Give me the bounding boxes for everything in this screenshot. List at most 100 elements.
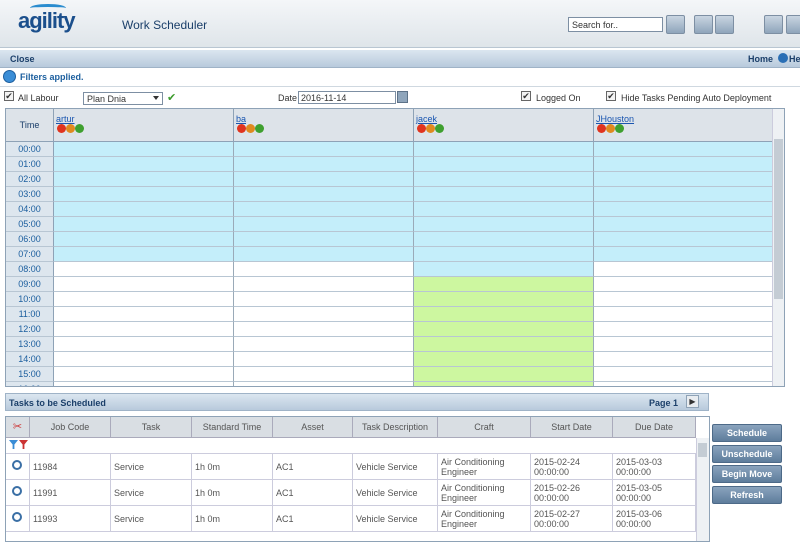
slot-cell[interactable] (594, 187, 774, 202)
slot-cell[interactable] (594, 217, 774, 232)
column-header[interactable]: Job Code (30, 417, 111, 438)
action-button[interactable]: Begin Move (712, 465, 782, 484)
slot-cell[interactable] (54, 217, 234, 232)
slot-cell[interactable] (54, 187, 234, 202)
column-header[interactable]: Due Date (613, 417, 696, 438)
view-icon[interactable] (12, 486, 22, 496)
slot-cell[interactable] (234, 367, 414, 382)
slot-cell[interactable] (414, 322, 594, 337)
logged-on-checkbox[interactable]: ✔ (521, 91, 531, 101)
slot-cell[interactable] (234, 382, 414, 386)
search-box[interactable]: Search for.. (568, 17, 663, 32)
slot-cell[interactable] (594, 352, 774, 367)
column-header[interactable]: Task (111, 417, 192, 438)
slot-cell[interactable] (234, 187, 414, 202)
slot-cell[interactable] (54, 277, 234, 292)
search-button[interactable] (666, 15, 685, 34)
slot-cell[interactable] (594, 202, 774, 217)
slot-cell[interactable] (414, 367, 594, 382)
slot-cell[interactable] (594, 307, 774, 322)
slot-cell[interactable] (54, 172, 234, 187)
slot-cell[interactable] (414, 187, 594, 202)
slot-cell[interactable] (414, 232, 594, 247)
slot-cell[interactable] (234, 262, 414, 277)
help-link[interactable]: He (789, 54, 800, 64)
view-icon-cell[interactable] (6, 506, 30, 532)
slot-cell[interactable] (594, 142, 774, 157)
close-link[interactable]: Close (10, 54, 35, 64)
action-button[interactable]: Unschedule (712, 444, 782, 463)
slot-cell[interactable] (414, 157, 594, 172)
slot-cell[interactable] (594, 172, 774, 187)
slot-cell[interactable] (414, 292, 594, 307)
date-input[interactable]: 2016-11-14 (298, 91, 396, 104)
action-button[interactable]: Schedule (712, 424, 782, 442)
slot-cell[interactable] (414, 307, 594, 322)
grid-scroll-thumb[interactable] (774, 139, 783, 299)
user-link[interactable]: artur (56, 114, 75, 124)
user-link[interactable]: ba (236, 114, 247, 124)
calendar-button[interactable] (397, 91, 408, 103)
view-icon[interactable] (12, 460, 22, 470)
slot-cell[interactable] (234, 307, 414, 322)
slot-cell[interactable] (414, 217, 594, 232)
next-page-button[interactable]: ▶ (686, 395, 699, 408)
help-button[interactable] (764, 15, 783, 34)
column-header[interactable]: Start Date (531, 417, 613, 438)
slot-cell[interactable] (234, 172, 414, 187)
slot-cell[interactable] (54, 352, 234, 367)
slot-cell[interactable] (414, 262, 594, 277)
slot-cell[interactable] (234, 337, 414, 352)
slot-cell[interactable] (594, 292, 774, 307)
table-scrollbar[interactable] (696, 438, 709, 541)
user-link[interactable]: jacek (416, 114, 438, 124)
slot-cell[interactable] (594, 337, 774, 352)
slot-cell[interactable] (414, 352, 594, 367)
slot-cell[interactable] (54, 307, 234, 322)
slot-cell[interactable] (234, 142, 414, 157)
slot-cell[interactable] (594, 262, 774, 277)
slot-cell[interactable] (594, 277, 774, 292)
slot-cell[interactable] (234, 217, 414, 232)
slot-cell[interactable] (234, 247, 414, 262)
slot-cell[interactable] (594, 232, 774, 247)
slot-cell[interactable] (234, 352, 414, 367)
slot-cell[interactable] (594, 322, 774, 337)
slot-cell[interactable] (54, 367, 234, 382)
user-link[interactable]: JHouston (596, 114, 635, 124)
slot-cell[interactable] (414, 142, 594, 157)
filter-icon[interactable] (9, 440, 18, 449)
slot-cell[interactable] (54, 202, 234, 217)
column-header[interactable]: Craft (438, 417, 531, 438)
slot-cell[interactable] (234, 202, 414, 217)
slot-cell[interactable] (234, 292, 414, 307)
home-link[interactable]: Home (748, 54, 774, 64)
slot-cell[interactable] (594, 367, 774, 382)
slot-cell[interactable] (414, 172, 594, 187)
slot-cell[interactable] (234, 157, 414, 172)
action-button[interactable]: Refresh (712, 486, 782, 505)
plan-select[interactable]: Plan Dnia (83, 92, 163, 105)
slot-cell[interactable] (54, 157, 234, 172)
slot-cell[interactable] (54, 262, 234, 277)
slot-cell[interactable] (234, 322, 414, 337)
column-header[interactable]: Task Description (353, 417, 438, 438)
slot-cell[interactable] (414, 337, 594, 352)
slot-cell[interactable] (234, 277, 414, 292)
info-button[interactable] (786, 15, 800, 34)
slot-cell[interactable] (594, 382, 774, 386)
slot-cell[interactable] (414, 382, 594, 386)
slot-cell[interactable] (54, 292, 234, 307)
slot-cell[interactable] (594, 157, 774, 172)
slot-cell[interactable] (54, 382, 234, 386)
slot-cell[interactable] (234, 232, 414, 247)
view-icon[interactable] (12, 512, 22, 522)
all-labour-checkbox[interactable]: ✔ (4, 91, 14, 101)
rss-button[interactable] (694, 15, 713, 34)
slot-cell[interactable] (54, 232, 234, 247)
column-header[interactable]: Asset (273, 417, 353, 438)
view-icon-cell[interactable] (6, 454, 30, 480)
slot-cell[interactable] (414, 202, 594, 217)
column-header[interactable]: Standard Time (192, 417, 273, 438)
slot-cell[interactable] (414, 247, 594, 262)
